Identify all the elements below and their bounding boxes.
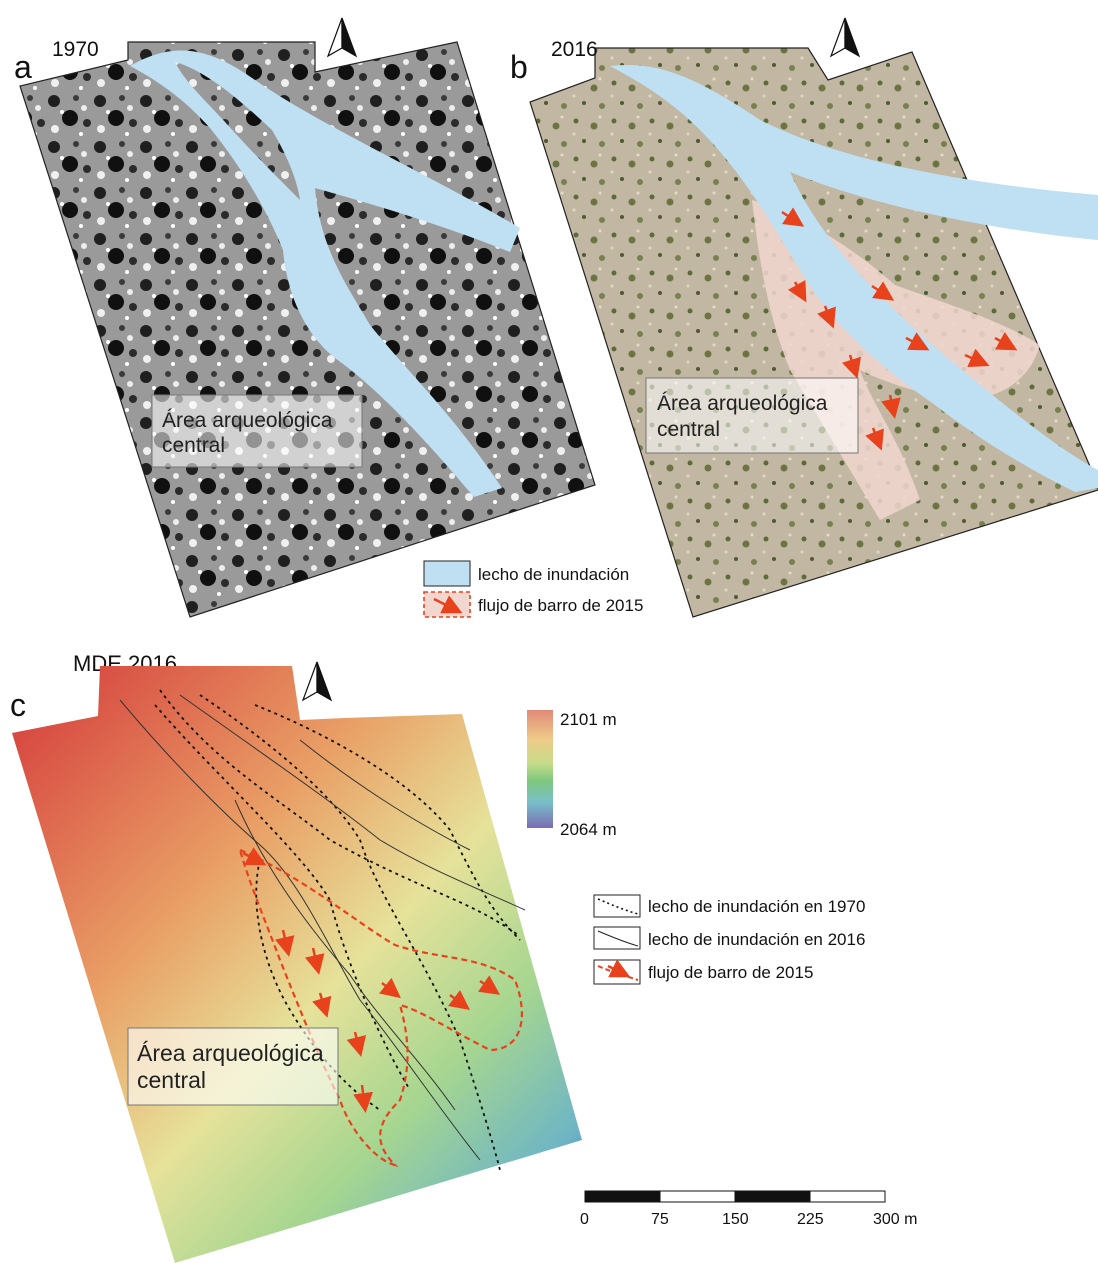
elevation-colorbar: 2101 m 2064 m xyxy=(527,710,617,839)
dem-elevation-map xyxy=(12,666,582,1263)
legend-2016-swatch xyxy=(593,926,641,950)
floodplain-1970-line xyxy=(255,859,381,1111)
area-label-box-c xyxy=(127,1027,339,1106)
mudflow-arrow xyxy=(304,947,325,975)
panel-b-letter: b xyxy=(510,49,528,85)
panel-a-year: 1970 xyxy=(52,38,99,61)
mudflow-arrow xyxy=(242,847,267,866)
floodplain-1970-line xyxy=(199,694,501,1171)
panel-c: MDE 2016 c xyxy=(10,651,582,1263)
panel-b-floodplain xyxy=(610,64,1098,492)
scale-seg-2 xyxy=(659,1190,736,1203)
mudflow-arrow xyxy=(841,354,862,379)
legend-mudflow-c-dash-icon xyxy=(597,965,639,981)
legend-mudflow-arrow-icon xyxy=(433,595,463,614)
area-label-a-line2: central xyxy=(162,434,225,457)
mudflow-arrow xyxy=(346,1031,367,1057)
scale-seg-1 xyxy=(584,1190,661,1203)
floodplain-2016-line xyxy=(119,699,481,1161)
area-label-b-line2: central xyxy=(657,418,720,441)
scale-tick-75: 75 xyxy=(651,1211,669,1228)
legend-1970-line-icon xyxy=(597,898,639,915)
scale-seg-4 xyxy=(809,1190,886,1203)
panel-b: Área arqueológica central b 2016 xyxy=(510,17,1098,618)
mudflow-arrow xyxy=(881,394,901,419)
panel-a-aerial-photo xyxy=(19,41,596,618)
legend-bottom: lecho de inundación en 1970 lecho de inu… xyxy=(593,894,865,985)
legend-mudflow-c-arrow-icon xyxy=(607,959,631,978)
legend-floodplain-label: lecho de inundación xyxy=(478,565,629,584)
area-label-c-line2: central xyxy=(137,1067,206,1093)
floodplain-1970-outline xyxy=(154,689,521,1171)
legend-1970-swatch xyxy=(593,894,641,918)
mudflow-arrow xyxy=(379,977,401,999)
floodplain-2016-line xyxy=(299,739,471,851)
legend-mudflow-label: flujo de barro de 2015 xyxy=(478,596,643,615)
mudflow-arrow xyxy=(477,975,501,995)
legend-2016-line-icon xyxy=(597,930,639,947)
panel-b-mudflow-arrows xyxy=(781,207,1018,451)
legend-mudflow-c-label: flujo de barro de 2015 xyxy=(648,963,813,982)
floodplain-2016-line xyxy=(234,799,456,1111)
panel-b-year: 2016 xyxy=(551,38,598,61)
panel-a-island xyxy=(175,62,300,200)
panel-a-floodplain xyxy=(130,50,520,497)
elevation-min-label: 2064 m xyxy=(560,820,617,839)
panel-a: Área arqueológica central a 1970 xyxy=(14,17,596,618)
dem-mudflow-arrows xyxy=(242,847,501,1113)
north-arrow-icon xyxy=(326,17,358,58)
mudflow-arrow xyxy=(312,992,332,1018)
legend-mudflow-c-swatch xyxy=(593,959,641,985)
legend-1970-label: lecho de inundación en 1970 xyxy=(648,897,865,916)
area-label-box-a xyxy=(151,394,363,468)
area-label-c-line1: Área arqueológica xyxy=(137,1040,324,1066)
mudflow-arrow xyxy=(448,990,470,1010)
area-label-b-line1: Área arqueológica xyxy=(657,392,828,415)
scale-tick-225: 225 xyxy=(797,1211,824,1228)
mudflow-arrow xyxy=(781,207,805,227)
area-label-a-line1: Área arqueológica xyxy=(162,409,333,432)
mudflow-arrow xyxy=(274,929,295,957)
elevation-max-label: 2101 m xyxy=(560,710,617,729)
mudflow-arrow xyxy=(353,1084,373,1113)
scale-seg-3 xyxy=(734,1190,811,1203)
north-arrow-icon xyxy=(829,17,861,58)
floodplain-2016-line xyxy=(179,694,526,911)
legend-2016-label: lecho de inundación en 2016 xyxy=(648,930,865,949)
mudflow-arrow xyxy=(871,281,895,301)
mudflow-arrow xyxy=(994,331,1018,351)
scale-bar: 0 75 150 225 300 m xyxy=(580,1190,917,1228)
floodplain-2016-outline xyxy=(119,694,526,1161)
scale-tick-150: 150 xyxy=(722,1211,749,1228)
mudflow-arrow xyxy=(964,348,990,367)
mudflow-arrow xyxy=(817,305,836,329)
legend-floodplain-swatch xyxy=(423,560,471,587)
scale-tick-0: 0 xyxy=(580,1211,589,1228)
dem-mudflow-outline xyxy=(238,848,523,1168)
north-arrow-icon xyxy=(301,661,333,702)
legend-top: lecho de inundación flujo de barro de 20… xyxy=(423,560,643,618)
elevation-gradient xyxy=(527,710,553,828)
panel-a-letter: a xyxy=(14,49,32,85)
area-label-box-b xyxy=(645,377,859,454)
mudflow-arrow xyxy=(905,332,930,351)
mudflow-arrow xyxy=(865,427,884,451)
scale-tick-300: 300 m xyxy=(873,1211,917,1228)
mudflow-arrow xyxy=(787,280,807,303)
panel-c-letter: c xyxy=(10,687,26,723)
